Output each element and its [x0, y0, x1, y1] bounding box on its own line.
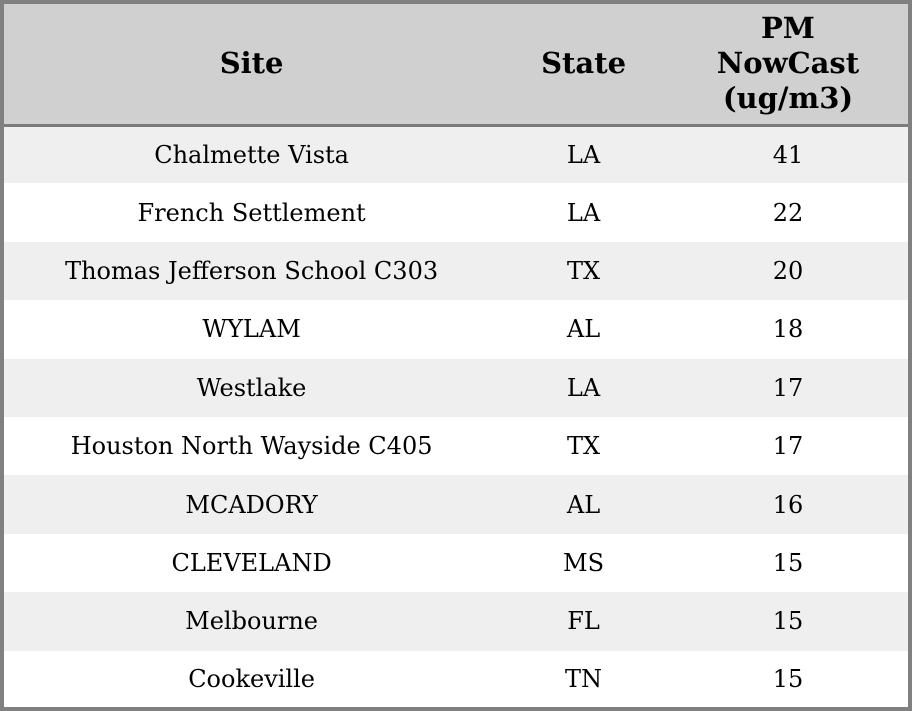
state-cell: TX — [567, 432, 601, 461]
state-cell: TN — [565, 664, 603, 693]
pm-cell: 15 — [772, 664, 804, 693]
column-header-state: State — [499, 2, 668, 127]
site-cell: Thomas Jefferson School C303 — [65, 256, 439, 285]
state-cell: LA — [566, 198, 601, 227]
pm-cell: 15 — [772, 607, 804, 636]
pm-cell: 17 — [772, 373, 804, 402]
state-cell: AL — [566, 315, 601, 344]
pm-cell: 16 — [772, 490, 804, 519]
pm-cell: 20 — [772, 256, 804, 285]
site-cell: MCADORY — [185, 490, 318, 519]
site-cell: French Settlement — [137, 198, 366, 227]
header-row: Site State PM NowCast (ug/m3) — [2, 2, 910, 127]
site-cell: CLEVELAND — [171, 548, 332, 577]
table-row: Houston North Wayside C405 TX 17 — [2, 416, 910, 476]
state-cell: FL — [567, 607, 600, 636]
table-row: Westlake LA 17 — [2, 358, 910, 417]
site-cell: Westlake — [196, 373, 307, 402]
state-cell: LA — [566, 140, 601, 169]
site-cell: Houston North Wayside C405 — [70, 432, 433, 461]
table-row: Chalmette Vista LA 41 — [2, 125, 910, 184]
table-row: Cookeville TN 15 — [2, 650, 910, 709]
table-row: CLEVELAND MS 15 — [2, 533, 910, 593]
pm-cell: 15 — [772, 548, 804, 577]
table-row: Thomas Jefferson School C303 TX 20 — [2, 241, 910, 301]
site-cell: WYLAM — [202, 315, 301, 344]
site-cell: Chalmette Vista — [154, 140, 349, 169]
column-header-site: Site — [2, 2, 500, 127]
pm-cell: 17 — [772, 432, 804, 461]
state-cell: AL — [566, 490, 601, 519]
state-cell: TX — [567, 256, 601, 285]
table-row: WYLAM AL 18 — [2, 300, 910, 359]
pm-cell: 22 — [772, 198, 804, 227]
pm-cell: 18 — [772, 315, 804, 344]
column-header-pm-nowcast: PM NowCast (ug/m3) — [667, 2, 910, 127]
table-header: Site State PM NowCast (ug/m3) — [2, 2, 910, 127]
state-cell: MS — [563, 548, 605, 577]
table-row: Melbourne FL 15 — [2, 592, 910, 651]
site-cell: Melbourne — [185, 607, 319, 636]
site-cell: Cookeville — [188, 664, 315, 693]
state-cell: LA — [566, 373, 601, 402]
table-row: French Settlement LA 22 — [2, 183, 910, 242]
table-row: MCADORY AL 16 — [2, 475, 910, 534]
pm-cell: 41 — [772, 140, 804, 169]
table-body: Chalmette Vista LA 41 French Settlement … — [2, 125, 910, 709]
